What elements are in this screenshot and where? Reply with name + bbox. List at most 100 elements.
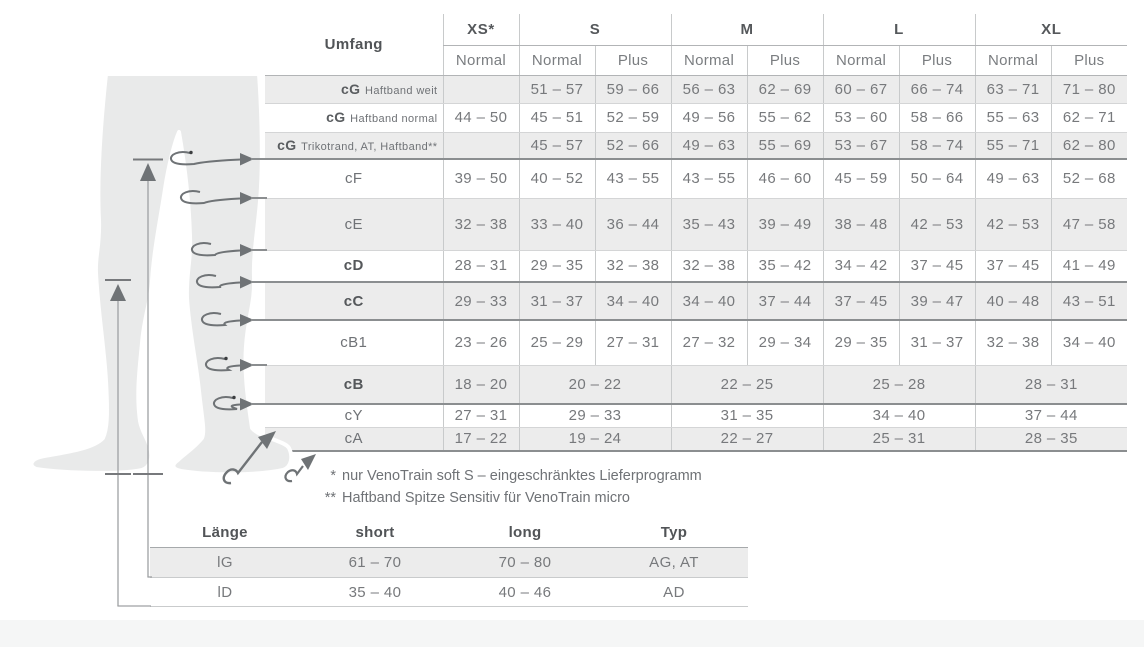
cell-cG-trikotrand-7: 55 – 71 bbox=[974, 132, 1052, 160]
cell-cE-8: 47 – 58 bbox=[1050, 198, 1128, 251]
length-row-lD: lD 35 – 40 40 – 46 AD bbox=[150, 577, 748, 607]
circumference-arrowhead-cG bbox=[240, 153, 254, 166]
cell-cG-haftband-weit-0 bbox=[442, 75, 519, 104]
variant-header-L-Plus: Plus bbox=[898, 45, 976, 76]
length-row-lG: lG 61 – 70 70 – 80 AG, AT bbox=[150, 547, 748, 578]
cell-cF-4: 46 – 60 bbox=[746, 159, 824, 199]
row-label-cG-haftband-weit: cG Haftband weit bbox=[265, 75, 443, 104]
cell-cB-0: 18 – 20 bbox=[442, 365, 519, 405]
length-lD-arrowhead bbox=[110, 284, 126, 301]
row-label-cG-trikotrand: cG Trikotrand, AT, Haftband** bbox=[265, 132, 443, 160]
cell-cE-7: 42 – 53 bbox=[974, 198, 1052, 251]
cell-cD-2: 32 – 38 bbox=[594, 250, 672, 283]
cell-cB1-8: 34 – 40 bbox=[1050, 320, 1128, 366]
cell-cG-haftband-weit-1: 51 – 57 bbox=[518, 75, 595, 104]
row-label-cA: cA bbox=[265, 427, 443, 452]
circumference-arrow-cE bbox=[190, 242, 241, 257]
bottom-gray-strip bbox=[0, 620, 1144, 647]
cell-cE-6: 42 – 53 bbox=[898, 198, 976, 251]
foot-arrowhead-cA bbox=[301, 454, 316, 470]
variant-header-S-Normal: Normal bbox=[518, 45, 595, 76]
footnotes: * nur VenoTrain soft S – eingeschränktes… bbox=[318, 465, 702, 509]
variant-header-M-Normal: Normal bbox=[670, 45, 748, 76]
cell-cD-4: 35 – 42 bbox=[746, 250, 824, 283]
row-label-cD: cD bbox=[265, 250, 443, 283]
cell-cG-haftband-weit-2: 59 – 66 bbox=[594, 75, 672, 104]
length-header-Länge: Länge bbox=[150, 518, 300, 548]
row-cB1: cB1 23 – 26 25 – 29 27 – 31 27 – 32 29 – 34 29… bbox=[265, 320, 1128, 366]
leg-silhouette bbox=[29, 72, 294, 477]
row-cG-haftband-normal: cG Haftband normal 44 – 50 45 – 51 52 – 59 4… bbox=[265, 103, 1128, 133]
cell-cG-haftband-weit-4: 62 – 69 bbox=[746, 75, 824, 104]
cell-cG-trikotrand-0 bbox=[442, 132, 519, 160]
cell-cY-1: 29 – 33 bbox=[518, 404, 672, 428]
cell-cY-2: 31 – 35 bbox=[670, 404, 824, 428]
row-label-prefix: cG bbox=[340, 80, 361, 97]
cell-cD-8: 41 – 49 bbox=[1050, 250, 1128, 283]
cell-cG-trikotrand-8: 62 – 80 bbox=[1050, 132, 1128, 160]
cell-cG-haftband-weit-6: 66 – 74 bbox=[898, 75, 976, 104]
circumference-arrowhead-cB1 bbox=[240, 359, 254, 372]
cell-cG-haftband-weit-8: 71 – 80 bbox=[1050, 75, 1128, 104]
cell-cF-5: 45 – 59 bbox=[822, 159, 900, 199]
cell-cB1-0: 23 – 26 bbox=[442, 320, 519, 366]
cell-cB1-4: 29 – 34 bbox=[746, 320, 824, 366]
arrow-dot-cG bbox=[189, 150, 193, 155]
size-table-header: Umfang XS* S M L XL Normal Normal Plus Normal Plus… bbox=[265, 14, 1128, 76]
length-row-label-lD: lD bbox=[150, 577, 300, 607]
variant-header-L-Normal: Normal bbox=[822, 45, 900, 76]
cell-cG-trikotrand-3: 49 – 63 bbox=[670, 132, 748, 160]
size-header-M: M bbox=[670, 14, 824, 46]
row-label-cG-haftband-normal: cG Haftband normal bbox=[265, 103, 443, 133]
circumference-arrow-cB bbox=[212, 396, 241, 411]
length-cell-lG-1: 70 – 80 bbox=[450, 547, 600, 578]
cell-cA-3: 25 – 31 bbox=[822, 427, 976, 452]
variant-header-XL-Plus: Plus bbox=[1050, 45, 1128, 76]
cell-cA-1: 19 – 24 bbox=[518, 427, 672, 452]
cell-cG-haftband-normal-2: 52 – 59 bbox=[594, 103, 672, 133]
cell-cD-6: 37 – 45 bbox=[898, 250, 976, 283]
row-cY: cY 27 – 31 29 – 33 31 – 35 34 – 40 37 – 44 bbox=[265, 404, 1128, 428]
circumference-arrowhead-cD bbox=[240, 276, 254, 289]
row-cB: cB 18 – 20 20 – 22 22 – 25 25 – 28 28 – 31 bbox=[265, 365, 1128, 405]
cell-cY-0: 27 – 31 bbox=[442, 404, 519, 428]
row-label-cB1: cB1 bbox=[265, 320, 443, 366]
cell-cG-haftband-normal-4: 55 – 62 bbox=[746, 103, 824, 133]
footnote-2-text: Haftband Spitze Sensitiv für VenoTrain m… bbox=[342, 490, 630, 506]
cell-cF-0: 39 – 50 bbox=[442, 159, 519, 199]
circumference-arrow-cD bbox=[195, 274, 241, 289]
size-header-XL: XL bbox=[974, 14, 1128, 46]
size-header-L: L bbox=[822, 14, 976, 46]
row-label-cB: cB bbox=[265, 365, 443, 405]
length-header-row: Länge short long Typ bbox=[150, 518, 748, 548]
footnote-2: ** Haftband Spitze Sensitiv für VenoTrai… bbox=[318, 487, 702, 509]
row-cE: cE 32 – 38 33 – 40 36 – 44 35 – 43 39 – 49 38 … bbox=[265, 198, 1128, 251]
cell-cB-1: 20 – 22 bbox=[518, 365, 672, 405]
cell-cE-4: 39 – 49 bbox=[746, 198, 824, 251]
cell-cD-0: 28 – 31 bbox=[442, 250, 519, 283]
cell-cB1-3: 27 – 32 bbox=[670, 320, 748, 366]
cell-cG-haftband-normal-6: 58 – 66 bbox=[898, 103, 976, 133]
footnote-1: * nur VenoTrain soft S – eingeschränktes… bbox=[318, 465, 701, 487]
header-row-variants: Normal Normal Plus Normal Plus Normal Plus Norm… bbox=[265, 45, 1128, 76]
cell-cE-2: 36 – 44 bbox=[594, 198, 672, 251]
circumference-arrow-cC bbox=[200, 312, 241, 327]
cell-cG-haftband-weit-3: 56 – 63 bbox=[670, 75, 748, 104]
cell-cG-haftband-weit-7: 63 – 71 bbox=[974, 75, 1052, 104]
cell-cA-4: 28 – 35 bbox=[974, 427, 1128, 452]
cell-cD-5: 34 – 42 bbox=[822, 250, 900, 283]
length-row-label-lG: lG bbox=[150, 547, 300, 578]
cell-cG-haftband-normal-5: 53 – 60 bbox=[822, 103, 900, 133]
cell-cE-0: 32 – 38 bbox=[442, 198, 519, 251]
variant-header-XS-Normal: Normal bbox=[442, 45, 519, 76]
length-header-long: long bbox=[450, 518, 600, 548]
cell-cB1-2: 27 – 31 bbox=[594, 320, 672, 366]
cell-cB-4: 28 – 31 bbox=[974, 365, 1128, 405]
row-cD: cD 28 – 31 29 – 35 32 – 38 32 – 38 35 – 42 34 … bbox=[265, 250, 1128, 283]
length-lG-arrowhead bbox=[140, 163, 156, 181]
length-header-short: short bbox=[300, 518, 450, 548]
cell-cC-3: 34 – 40 bbox=[670, 282, 748, 321]
cell-cD-7: 37 – 45 bbox=[974, 250, 1052, 283]
cell-cG-trikotrand-6: 58 – 74 bbox=[898, 132, 976, 160]
cell-cE-5: 38 – 48 bbox=[822, 198, 900, 251]
